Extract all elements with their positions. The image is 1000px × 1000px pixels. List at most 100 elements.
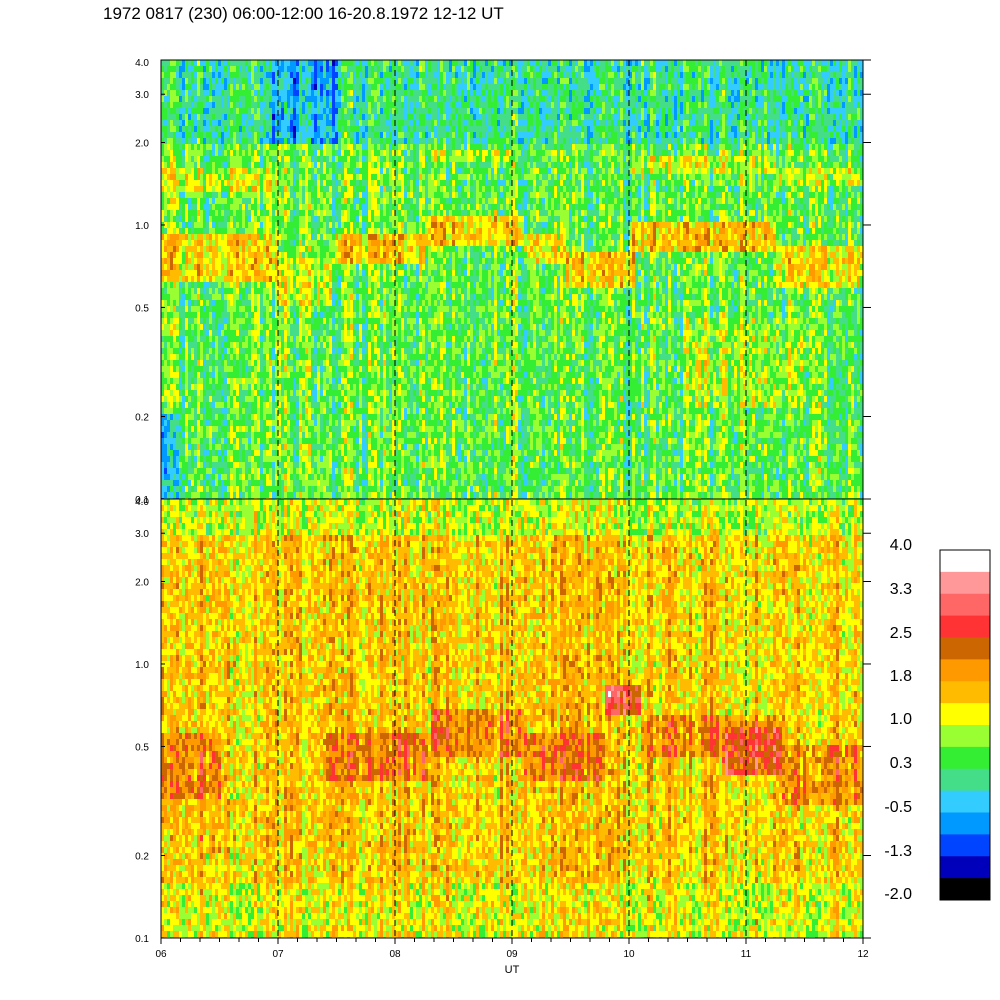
heat-cell (227, 234, 230, 240)
heat-cell (353, 450, 356, 456)
heat-cell (185, 150, 188, 156)
heat-cell (290, 90, 293, 96)
heat-cell (293, 426, 296, 432)
heat-cell (224, 180, 227, 186)
heat-cell (308, 156, 311, 162)
heat-cell (293, 306, 296, 312)
heat-cell (272, 246, 275, 252)
heat-cell (176, 60, 179, 66)
heat-cell (332, 342, 335, 348)
heat-cell (335, 348, 338, 354)
heat-cell (200, 300, 203, 306)
heat-cell (299, 96, 302, 102)
heat-cell (326, 384, 329, 390)
heat-cell (239, 258, 242, 264)
heat-cell (296, 138, 299, 144)
heat-cell (263, 204, 266, 210)
heat-cell (299, 288, 302, 294)
heat-cell (221, 420, 224, 426)
heat-cell (170, 480, 173, 486)
heat-cell (191, 132, 194, 138)
heat-cell (350, 492, 353, 498)
heat-cell (308, 372, 311, 378)
heat-cell (251, 120, 254, 126)
heat-cell (251, 486, 254, 492)
heat-cell (182, 420, 185, 426)
heat-cell (248, 396, 251, 402)
heat-cell (353, 234, 356, 240)
heat-cell (191, 234, 194, 240)
heat-cell (257, 450, 260, 456)
heat-cell (179, 102, 182, 108)
heat-cell (356, 156, 359, 162)
heat-cell (335, 78, 338, 84)
heat-cell (173, 198, 176, 204)
heat-cell (209, 102, 212, 108)
heat-cell (332, 318, 335, 324)
heat-cell (284, 264, 287, 270)
heat-cell (209, 468, 212, 474)
heat-cell (185, 444, 188, 450)
heat-cell (308, 330, 311, 336)
heat-cell (353, 114, 356, 120)
heat-cell (221, 126, 224, 132)
heat-cell (230, 96, 233, 102)
heat-cell (266, 186, 269, 192)
heat-cell (248, 96, 251, 102)
heat-cell (176, 264, 179, 270)
heat-cell (188, 282, 191, 288)
heat-cell (194, 258, 197, 264)
heat-cell (311, 276, 314, 282)
heat-cell (245, 402, 248, 408)
heat-cell (299, 180, 302, 186)
heat-cell (206, 78, 209, 84)
heat-cell (284, 162, 287, 168)
heat-cell (353, 174, 356, 180)
heat-cell (263, 144, 266, 150)
heat-cell (194, 216, 197, 222)
heat-cell (236, 270, 239, 276)
heat-cell (239, 84, 242, 90)
heat-cell (170, 264, 173, 270)
heat-cell (305, 432, 308, 438)
heat-cell (263, 258, 266, 264)
heat-cell (200, 480, 203, 486)
heat-cell (191, 378, 194, 384)
heat-cell (257, 330, 260, 336)
heat-cell (209, 414, 212, 420)
heat-cell (236, 108, 239, 114)
heat-cell (242, 270, 245, 276)
heat-cell (341, 444, 344, 450)
heat-cell (290, 216, 293, 222)
heat-cell (329, 402, 332, 408)
heat-cell (278, 474, 281, 480)
heat-cell (326, 264, 329, 270)
heat-cell (359, 174, 362, 180)
heat-cell (170, 438, 173, 444)
heat-cell (347, 426, 350, 432)
heat-cell (194, 336, 197, 342)
heat-cell (332, 282, 335, 288)
heat-cell (320, 318, 323, 324)
heat-cell (236, 78, 239, 84)
heat-cell (323, 258, 326, 264)
heat-cell (302, 282, 305, 288)
heat-cell (257, 462, 260, 468)
heat-cell (230, 282, 233, 288)
heat-cell (200, 348, 203, 354)
heat-cell (236, 72, 239, 78)
heat-cell (362, 96, 365, 102)
heat-cell (311, 102, 314, 108)
heat-cell (266, 486, 269, 492)
heat-cell (269, 492, 272, 498)
heat-cell (191, 372, 194, 378)
heat-cell (314, 252, 317, 258)
heat-cell (218, 78, 221, 84)
heat-cell (347, 192, 350, 198)
heat-cell (311, 420, 314, 426)
heat-cell (164, 186, 167, 192)
heat-cell (296, 474, 299, 480)
heat-cell (323, 288, 326, 294)
heat-cell (200, 276, 203, 282)
heat-cell (215, 246, 218, 252)
